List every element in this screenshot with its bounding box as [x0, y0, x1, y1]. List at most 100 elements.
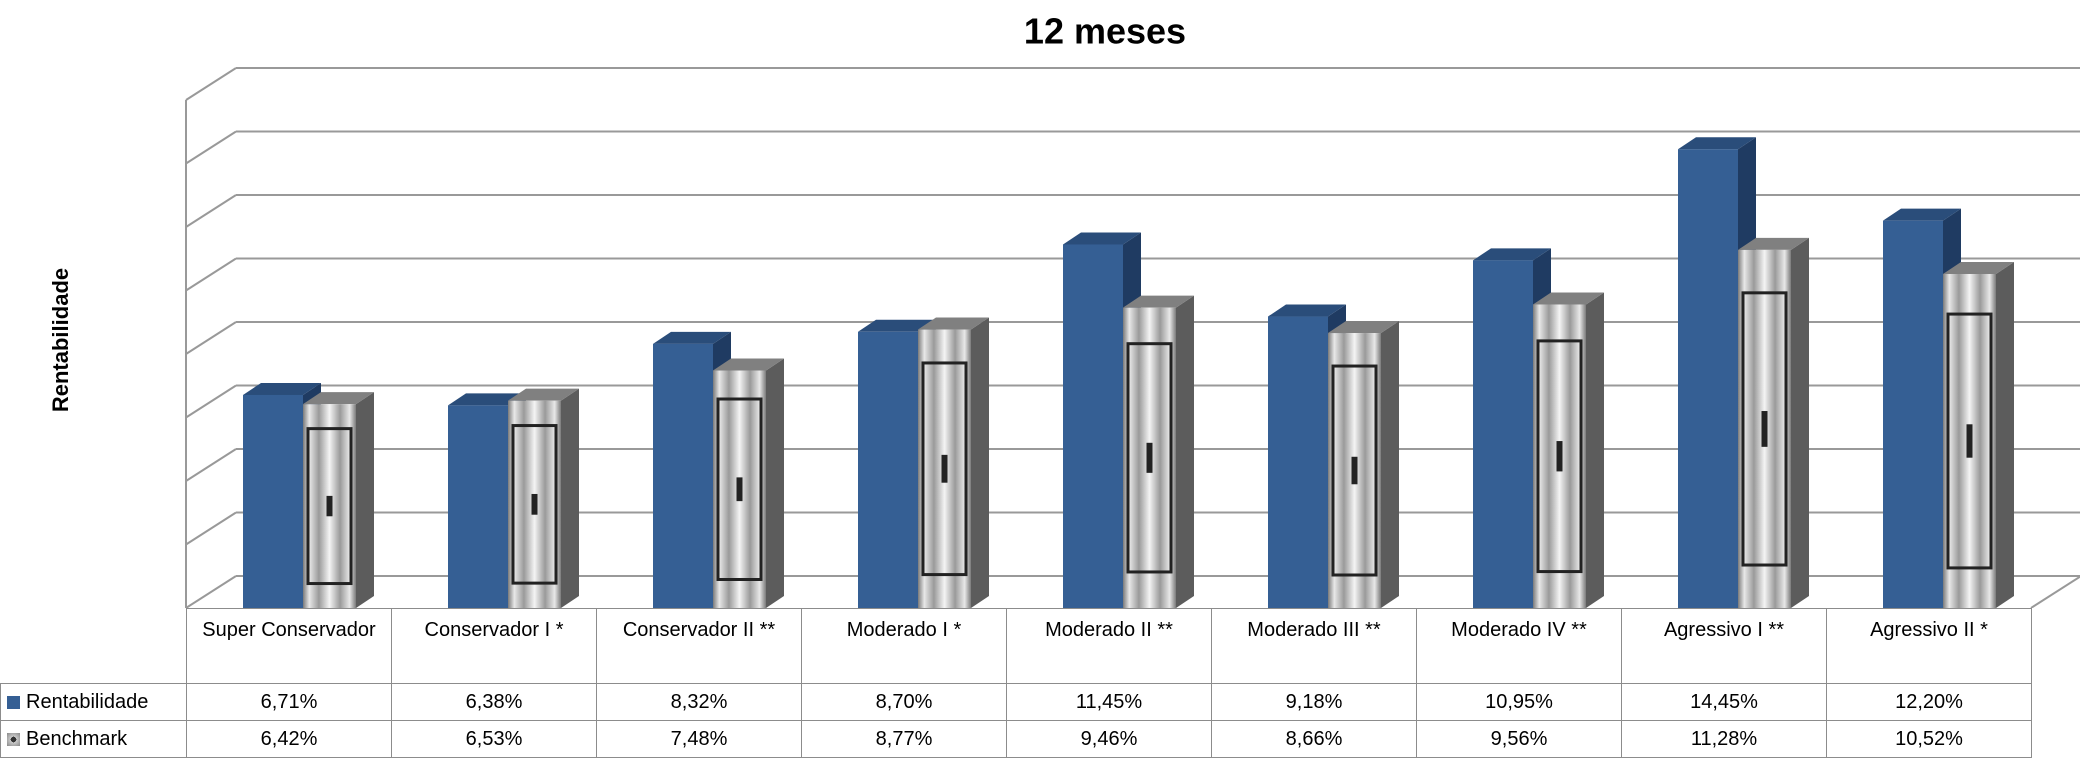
series-row: Benchmark 6,42% 6,53% 7,48% 8,77% 9,46% 8,66% 9… — [0, 720, 2032, 758]
bar-pattern — [1536, 339, 1583, 574]
bar-side — [766, 358, 784, 608]
value-label: 6,53% — [391, 720, 597, 758]
grid-line — [185, 194, 237, 228]
bar-pattern — [1741, 291, 1788, 567]
value-label: 11,28% — [1621, 720, 1827, 758]
bar-side — [1586, 292, 1604, 608]
grid-line — [185, 321, 237, 355]
value-label: 9,56% — [1416, 720, 1622, 758]
category-label: Moderado I * — [801, 608, 1007, 684]
chart-title: 12 meses — [1024, 11, 1186, 52]
value-label: 8,32% — [596, 683, 802, 721]
legend-label: Rentabilidade — [26, 690, 149, 713]
grid-line — [185, 511, 237, 546]
bar-top — [1943, 261, 2014, 274]
bar-side — [356, 392, 374, 608]
category-label: Conservador II ** — [596, 608, 802, 684]
bar — [243, 394, 303, 608]
grid-line — [185, 67, 237, 101]
bar-pattern — [326, 495, 333, 517]
bar — [1268, 316, 1328, 608]
bar-top — [243, 382, 321, 395]
legend-label: Benchmark — [26, 727, 128, 750]
value-label: 9,46% — [1006, 720, 1212, 758]
value-label: 7,48% — [596, 720, 802, 758]
bar — [653, 343, 713, 608]
category-label: Moderado III ** — [1211, 608, 1417, 684]
bar-pattern — [921, 361, 968, 577]
chart: 12 meses Rentabilidade — [48, 11, 2080, 608]
floor-edge — [2030, 575, 2080, 608]
bar-pattern — [1351, 456, 1358, 485]
bar-pattern — [716, 397, 763, 582]
bar-top — [1883, 208, 1961, 221]
bar-top — [448, 393, 526, 406]
bar-pattern — [531, 493, 538, 515]
bar — [1883, 220, 1943, 608]
bar-top — [303, 392, 374, 405]
bar-top — [653, 331, 731, 344]
bar-pattern — [736, 477, 743, 502]
bar-top — [1533, 292, 1604, 305]
bar-top — [713, 358, 784, 371]
bar-top — [1063, 232, 1141, 245]
category-label: Agressivo II * — [1826, 608, 2032, 684]
legend-key — [7, 695, 20, 709]
bar-top — [1738, 237, 1809, 250]
value-label: 8,70% — [801, 683, 1007, 721]
value-label: 11,45% — [1006, 683, 1212, 721]
grid-line — [185, 448, 237, 482]
bar-pattern — [1126, 342, 1173, 574]
series-row: Rentabilidade 6,71% 6,38% 8,32% 8,70% 11,45% 9… — [0, 683, 2032, 721]
bar — [1473, 260, 1533, 608]
bar-pattern — [1331, 364, 1378, 577]
grid-line — [185, 575, 237, 608]
bar-pattern — [1966, 424, 1973, 458]
value-label: 6,71% — [186, 683, 392, 721]
legend-entry: Benchmark — [0, 720, 187, 758]
legend-entry: Rentabilidade — [0, 683, 187, 721]
bar-pattern — [1761, 411, 1768, 447]
bar-pattern — [941, 454, 948, 483]
bar-top — [1678, 137, 1756, 150]
bar-pattern — [1946, 312, 1993, 570]
bar-top — [1123, 295, 1194, 308]
bar — [858, 331, 918, 608]
bar-top — [1328, 321, 1399, 334]
value-label: 10,52% — [1826, 720, 2032, 758]
bar-side — [1791, 237, 1809, 608]
bar-pattern — [511, 424, 558, 585]
category-label: Agressivo I ** — [1621, 608, 1827, 684]
bar — [1063, 244, 1123, 608]
bar — [448, 405, 508, 608]
value-label: 8,66% — [1211, 720, 1417, 758]
bar-top — [918, 317, 989, 330]
bar-pattern — [1146, 442, 1153, 473]
bar-top — [1473, 248, 1551, 261]
grid-line — [185, 384, 237, 419]
category-label: Super Conservador — [186, 608, 392, 684]
category-row: Super Conservador Conservador I * Conserva… — [0, 608, 2032, 684]
value-label: 9,18% — [1211, 683, 1417, 721]
bar — [1678, 149, 1738, 608]
category-label: Conservador I * — [391, 608, 597, 684]
grid-line — [185, 257, 237, 292]
category-label: Moderado II ** — [1006, 608, 1212, 684]
legend-key — [7, 732, 20, 746]
bar-side — [1996, 261, 2014, 608]
value-label: 6,42% — [186, 720, 392, 758]
data-table: Super Conservador Conservador I * Conserva… — [0, 608, 2032, 758]
bar-side — [1381, 321, 1399, 608]
bar-pattern — [1556, 441, 1563, 472]
bar-top — [1268, 304, 1346, 317]
value-label: 8,77% — [801, 720, 1007, 758]
y-axis-label: Rentabilidade — [48, 268, 73, 412]
value-label: 14,45% — [1621, 683, 1827, 721]
category-label: Moderado IV ** — [1416, 608, 1622, 684]
bar-side — [561, 388, 579, 608]
value-label: 6,38% — [391, 683, 597, 721]
corner-cell — [0, 608, 187, 684]
grid-line — [185, 130, 237, 165]
value-label: 12,20% — [1826, 683, 2032, 721]
